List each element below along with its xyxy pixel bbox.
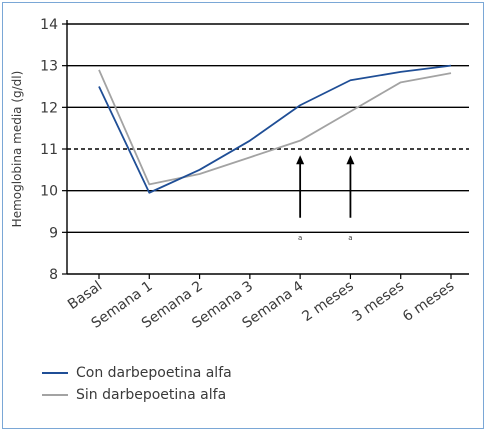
legend-swatch-con — [42, 372, 68, 374]
series-line-0 — [98, 64, 452, 194]
legend-item-sin: Sin darbepoetina alfa — [42, 384, 232, 406]
y-axis-title: Hemoglobina media (g/dl) — [10, 71, 24, 228]
annotation-arrowhead — [296, 155, 305, 165]
hemoglobin-line-chart: Hemoglobina media (g/dl) 8 9 10 11 12 13 14 Ba… — [10, 17, 469, 332]
y-tick-label: 11 — [40, 142, 58, 158]
figure-frame — [2, 2, 484, 429]
y-tick-label: 14 — [40, 17, 58, 33]
y-tick-labels: 8 9 10 11 12 13 14 — [40, 17, 67, 283]
series-line-1 — [98, 69, 452, 186]
legend-swatch-sin — [42, 394, 68, 396]
x-tick-label: 3 meses — [350, 278, 407, 325]
annotation-arrowhead — [346, 155, 355, 165]
annotation-label: a — [298, 234, 302, 242]
y-tick-label: 9 — [49, 225, 58, 241]
legend-item-con: Con darbepoetina alfa — [42, 362, 232, 384]
x-tick-label: 6 meses — [400, 278, 457, 325]
y-axis-label: Hemoglobina media (g/dl) — [10, 71, 24, 228]
legend: Con darbepoetina alfa Sin darbepoetina a… — [42, 362, 232, 406]
legend-label-con: Con darbepoetina alfa — [76, 365, 232, 381]
legend-label-sin: Sin darbepoetina alfa — [76, 387, 227, 403]
x-tick-label: 2 meses — [299, 278, 356, 325]
axes — [66, 20, 469, 275]
y-tick-label: 12 — [40, 100, 58, 116]
series-lines — [98, 64, 452, 194]
y-tick-label: 13 — [40, 59, 58, 75]
y-tick-label: 8 — [49, 267, 58, 283]
x-tick-label: Basal — [65, 278, 105, 313]
annotation-label: a — [348, 234, 352, 242]
y-tick-label: 10 — [40, 184, 58, 200]
